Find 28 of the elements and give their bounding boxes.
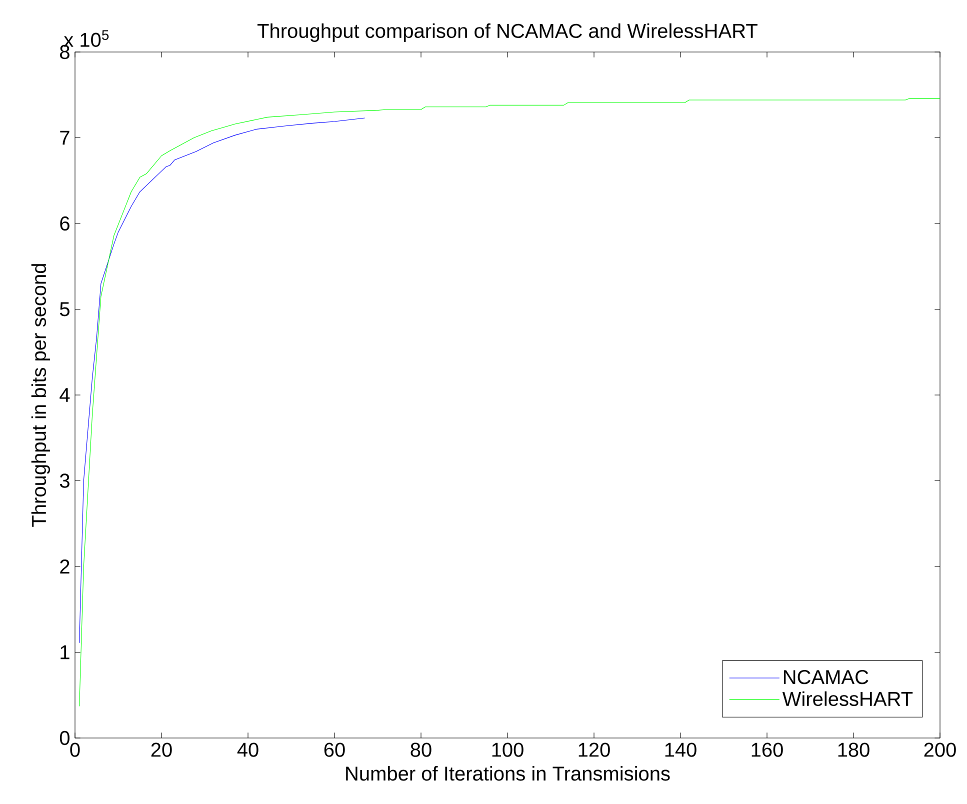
x-tick-label: 160 <box>752 742 783 757</box>
y-tick-label: 3 <box>60 474 70 488</box>
y-tick-label: 7 <box>60 130 70 145</box>
x-tick-label: 80 <box>410 742 432 757</box>
line-series <box>79 98 940 707</box>
chart-title: Throughput comparison of NCAMAC and WirelessHART <box>257 23 758 42</box>
legend-label: WirelessHART <box>782 691 913 706</box>
y-tick-label: 8 <box>60 44 70 60</box>
legend-label: NCAMAC <box>784 670 868 684</box>
x-tick-label: 100 <box>492 742 524 757</box>
x-tick-label: 60 <box>324 742 345 757</box>
line-series <box>79 118 366 644</box>
x-axis-title: Number of Iterations in Transmisions <box>346 766 670 781</box>
y-tick-label: 1 <box>60 645 70 660</box>
x-tick-label: 140 <box>665 742 696 757</box>
y-tick-label: 5 <box>60 302 70 316</box>
text: x 10$^{5}$ <box>64 30 109 47</box>
y-tick-label: 2 <box>60 560 70 574</box>
x-tick-label: 0 <box>70 742 80 757</box>
x-tick-label: 200 <box>924 742 956 757</box>
x-tick-label: 20 <box>151 742 172 757</box>
y-tick-label: 0 <box>60 730 70 746</box>
y-tick-label: 4 <box>60 388 70 402</box>
x-tick-label: 120 <box>578 742 610 757</box>
x-tick-label: 40 <box>237 742 258 757</box>
x-tick-label: 180 <box>838 742 870 757</box>
y-axis-title: Throughput in bits per second <box>31 264 50 527</box>
y-tick-label: 6 <box>60 216 70 231</box>
